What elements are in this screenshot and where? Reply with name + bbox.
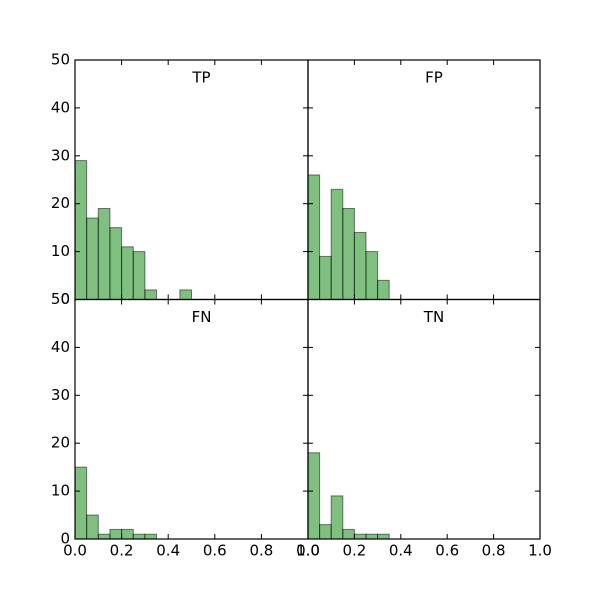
panel-title: FP <box>425 69 443 87</box>
hist-bar <box>342 207 355 301</box>
y-tick-label: 40 <box>51 98 70 116</box>
hist-bar <box>74 466 88 540</box>
hist-bar <box>377 279 390 300</box>
y-tick-label: 50 <box>51 51 70 69</box>
hist-bar <box>144 289 158 301</box>
hist-bar <box>132 251 146 301</box>
hist-bar <box>353 231 367 300</box>
x-tick-label: 0.4 <box>156 542 180 560</box>
hist-bar <box>342 528 355 540</box>
hist-bar <box>377 533 390 540</box>
y-tick-label: 10 <box>51 242 70 260</box>
y-tick-label: 20 <box>51 434 70 452</box>
hist-bar <box>365 251 379 301</box>
x-tick-label: 0.8 <box>482 542 506 560</box>
panel-title: TP <box>191 69 210 87</box>
hist-bar <box>86 217 99 301</box>
y-tick-label: 0 <box>60 530 70 548</box>
y-tick-label: 50 <box>51 290 70 308</box>
y-tick-label: 10 <box>51 482 70 500</box>
y-tick-label: 20 <box>51 194 70 212</box>
panel-title: TN <box>423 308 444 326</box>
x-tick-label: 1.0 <box>528 542 552 560</box>
hist-bar <box>353 533 367 540</box>
x-tick-label: 0.0 <box>63 542 87 560</box>
hist-bar <box>179 289 193 301</box>
hist-bar <box>74 160 88 300</box>
hist-bar <box>330 188 344 300</box>
x-tick-label: 0.6 <box>435 542 459 560</box>
x-tick-label: 0.2 <box>342 542 366 560</box>
hist-bar <box>365 533 379 540</box>
x-tick-label: 0.4 <box>389 542 413 560</box>
hist-bar <box>109 227 123 300</box>
hist-bar <box>97 533 111 540</box>
hist-bar <box>307 452 321 540</box>
hist-bar <box>109 528 123 540</box>
hist-bar <box>319 255 332 301</box>
x-tick-label: 1.0 <box>296 542 320 560</box>
hist-bar <box>86 514 99 540</box>
y-tick-label: 30 <box>51 386 70 404</box>
hist-bar <box>144 533 158 540</box>
hist-bar <box>121 246 134 300</box>
hist-bar <box>97 207 111 301</box>
hist-bar <box>132 533 146 540</box>
panel-frame <box>74 298 309 540</box>
x-tick-label: 0.6 <box>203 542 227 560</box>
panel-title: FN <box>192 308 212 326</box>
hist-bar <box>330 495 344 540</box>
x-tick-label: 0.2 <box>110 542 134 560</box>
panel-frame <box>307 298 541 540</box>
x-tick-label: 0.0 <box>296 542 320 560</box>
hist-bar <box>319 524 332 540</box>
y-tick-label: 40 <box>51 338 70 356</box>
x-tick-label: 0.8 <box>249 542 273 560</box>
hist-bar <box>307 174 321 301</box>
y-tick-label: 30 <box>51 146 70 164</box>
y-tick-label: 0 <box>60 290 70 308</box>
hist-bar <box>121 528 134 540</box>
